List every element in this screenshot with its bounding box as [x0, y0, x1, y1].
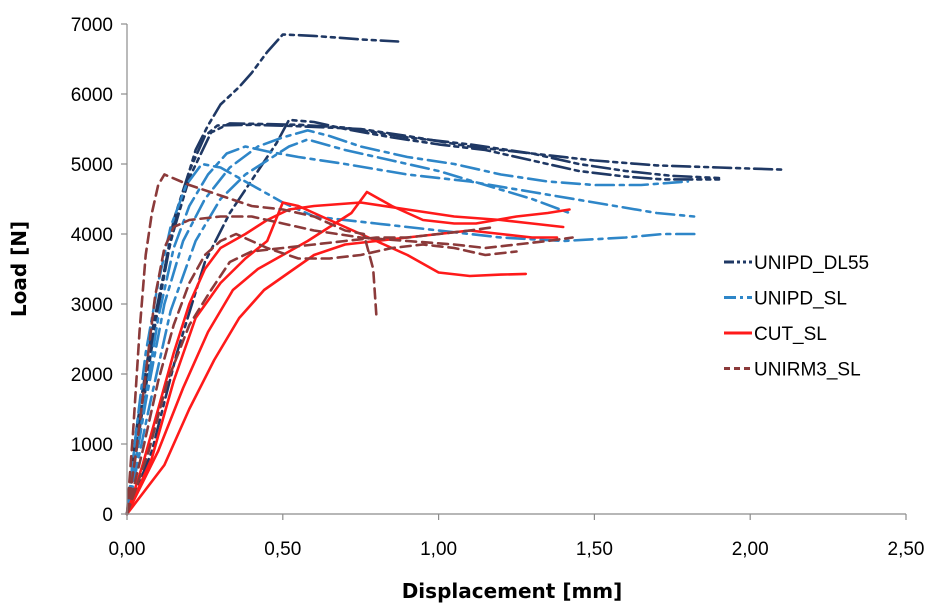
plot-series	[125, 33, 783, 516]
legend-label-cut-sl: CUT_SL	[754, 324, 827, 345]
series-line-unirm3-sl-3	[125, 232, 518, 516]
y-tick-label: 2000	[71, 365, 113, 386]
y-tick-label: 1000	[71, 435, 113, 456]
y-tick-label: 3000	[71, 295, 113, 316]
series-line-unipd-sl-2	[125, 145, 696, 516]
y-tick-label: 4000	[71, 225, 113, 246]
x-tick-label: 2,00	[732, 539, 769, 560]
legend-label-unipd-dl55: UNIPD_DL55	[754, 253, 869, 274]
axes	[126, 24, 906, 515]
x-axis-title: Displacement [mm]	[402, 579, 623, 603]
y-axis-title: Load [N]	[7, 221, 31, 317]
legend: UNIPD_DL55 UNIPD_SL CUT_SL UNIRM3_SL	[724, 253, 869, 381]
series-line-cut-sl-3	[125, 190, 571, 516]
series-line-unirm3-sl-4	[125, 225, 496, 516]
series-line-cut-sl-4	[125, 229, 559, 516]
series-line-unipd-sl-4	[125, 138, 571, 516]
y-tick-label: 6000	[71, 85, 113, 106]
series-line-unirm3-sl-2	[125, 215, 574, 516]
series-line-unipd-dl55-2	[125, 123, 783, 516]
series-line-unipd-sl-1	[125, 162, 699, 516]
x-tick-label: 2,50	[888, 539, 925, 560]
tick-layer: 0,00 0,50 1,00 1,50 2,00 2,50 0 1000 2000 3000 400…	[71, 15, 925, 560]
legend-label-unirm3-sl: UNIRM3_SL	[754, 360, 861, 381]
x-tick-label: 0,50	[264, 539, 301, 560]
x-tick-label: 1,50	[576, 539, 613, 560]
y-tick-label: 5000	[71, 155, 113, 176]
x-tick-label: 1,00	[420, 539, 457, 560]
series-line-unipd-sl-3	[125, 129, 690, 516]
legend-label-unipd-sl: UNIPD_SL	[754, 289, 847, 310]
y-tick-label: 0	[102, 505, 113, 526]
series-line-unipd-dl55-3	[125, 122, 721, 516]
x-tick-label: 0,00	[109, 539, 146, 560]
series-line-cut-sl-2	[125, 201, 528, 516]
series-line-unirm3-sl-1	[125, 173, 378, 516]
y-tick-label: 7000	[71, 15, 113, 36]
